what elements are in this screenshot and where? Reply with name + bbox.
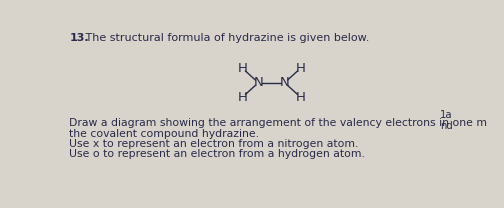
Text: 13.: 13. <box>69 33 89 43</box>
Text: H: H <box>237 62 247 75</box>
Text: 1a: 1a <box>440 110 453 120</box>
Text: Use x to represent an electron from a nitrogen atom.: Use x to represent an electron from a ni… <box>69 139 358 149</box>
Text: H: H <box>237 91 247 104</box>
Text: H: H <box>295 62 305 75</box>
Text: Use o to represent an electron from a hydrogen atom.: Use o to represent an electron from a hy… <box>69 149 365 159</box>
Text: nd: nd <box>440 121 453 131</box>
Text: Draw a diagram showing the arrangement of the valency electrons in one m: Draw a diagram showing the arrangement o… <box>69 118 487 128</box>
Text: the covalent compound hydrazine.: the covalent compound hydrazine. <box>69 129 259 139</box>
Text: N: N <box>254 76 263 89</box>
Text: H: H <box>295 91 305 104</box>
Text: N: N <box>280 76 289 89</box>
Text: The structural formula of hydrazine is given below.: The structural formula of hydrazine is g… <box>82 33 369 43</box>
